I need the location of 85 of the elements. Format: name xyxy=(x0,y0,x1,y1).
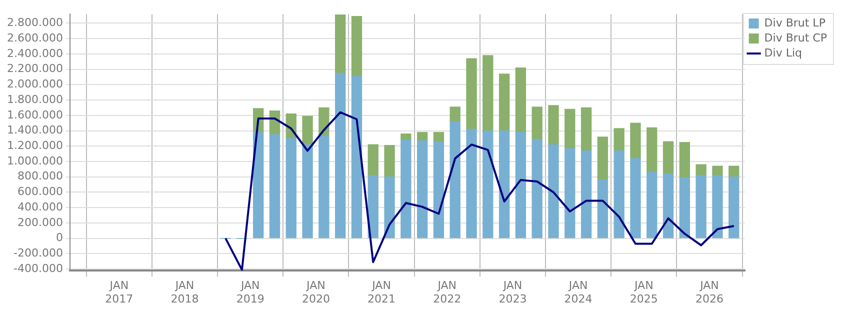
y-tick-label: 0 xyxy=(56,231,63,244)
y-tick-label: 800.000 xyxy=(17,170,63,183)
y-tick-label: 1.600.000 xyxy=(7,108,63,122)
bar xyxy=(450,106,460,122)
y-tick-label: 2.000.000 xyxy=(7,78,63,91)
bar xyxy=(532,138,542,238)
bar xyxy=(302,144,313,238)
legend-label: Div Brut LP xyxy=(764,16,826,30)
bar xyxy=(696,175,706,238)
x-tick-label: JAN 2025 xyxy=(630,279,658,306)
bar xyxy=(269,134,280,238)
bar xyxy=(564,108,576,149)
x-tick-label: JAN 2018 xyxy=(170,279,199,306)
legend-label: Div Liq xyxy=(764,46,802,60)
bar xyxy=(515,67,526,133)
bar xyxy=(532,106,542,140)
bar xyxy=(368,175,378,238)
bar xyxy=(696,164,706,176)
bar xyxy=(580,107,592,152)
y-tick-label: 600.000 xyxy=(17,185,63,198)
x-tick-label: JAN 2021 xyxy=(368,279,396,306)
bar xyxy=(614,150,624,238)
bar xyxy=(351,16,362,77)
bar xyxy=(351,76,362,238)
bar xyxy=(335,14,346,74)
bar xyxy=(466,128,477,238)
bar xyxy=(466,58,477,130)
bar xyxy=(498,74,510,132)
x-tick-label: JAN 2017 xyxy=(105,279,134,306)
bar xyxy=(614,128,624,152)
y-tick-label: 2.400.000 xyxy=(7,46,63,60)
bar xyxy=(253,132,264,238)
bar xyxy=(416,140,428,238)
y-tick-label: 400.000 xyxy=(17,200,63,214)
y-tick-label: 1.400.000 xyxy=(7,124,63,137)
bar xyxy=(384,176,395,238)
x-tick-label: JAN 2026 xyxy=(695,279,724,306)
bar xyxy=(646,172,658,238)
bar xyxy=(580,150,592,238)
bar xyxy=(728,176,740,238)
bar xyxy=(662,173,674,238)
bar xyxy=(286,138,296,238)
x-tick-label: JAN 2024 xyxy=(564,279,592,306)
bar xyxy=(679,177,690,238)
bar xyxy=(630,122,641,159)
y-tick-label: 1.200.000 xyxy=(7,139,63,152)
bar xyxy=(482,55,494,132)
x-tick-label: JAN 2023 xyxy=(498,279,527,306)
y-tick-label: 2.600.000 xyxy=(7,31,63,44)
bar xyxy=(400,140,412,238)
bar xyxy=(597,136,608,180)
x-tick-label: JAN 2019 xyxy=(236,279,264,306)
bar xyxy=(646,127,658,173)
bar xyxy=(597,180,608,238)
y-tick-label: -400.000 xyxy=(14,262,63,275)
bar xyxy=(564,148,576,238)
y-tick-label: 2.800.000 xyxy=(7,16,63,30)
x-tick-label: JAN 2020 xyxy=(302,279,330,306)
bar xyxy=(712,166,723,176)
bar xyxy=(302,116,313,145)
legend-label: Div Brut CP xyxy=(764,31,828,44)
bar xyxy=(433,132,444,142)
x-tick-label: JAN 2022 xyxy=(433,279,462,306)
bar xyxy=(548,105,559,145)
bar xyxy=(433,141,444,238)
bar xyxy=(630,158,641,238)
bar xyxy=(335,72,346,238)
bar xyxy=(515,132,526,238)
bar xyxy=(318,136,330,238)
bar xyxy=(368,144,378,176)
y-tick-label: 1.800.000 xyxy=(7,92,63,106)
bar xyxy=(384,145,395,178)
y-tick-label: 200.000 xyxy=(17,216,63,229)
bar xyxy=(482,130,494,238)
bar xyxy=(712,175,723,238)
y-tick-label: -200.000 xyxy=(14,246,63,260)
bar xyxy=(728,166,740,178)
bar xyxy=(662,141,674,174)
bar xyxy=(679,142,690,178)
bar xyxy=(416,132,428,142)
bar xyxy=(450,121,460,238)
bar xyxy=(498,130,510,238)
bar xyxy=(548,144,559,238)
y-tick-label: 1.000.000 xyxy=(7,154,63,168)
y-tick-label: 2.200.000 xyxy=(7,62,63,76)
